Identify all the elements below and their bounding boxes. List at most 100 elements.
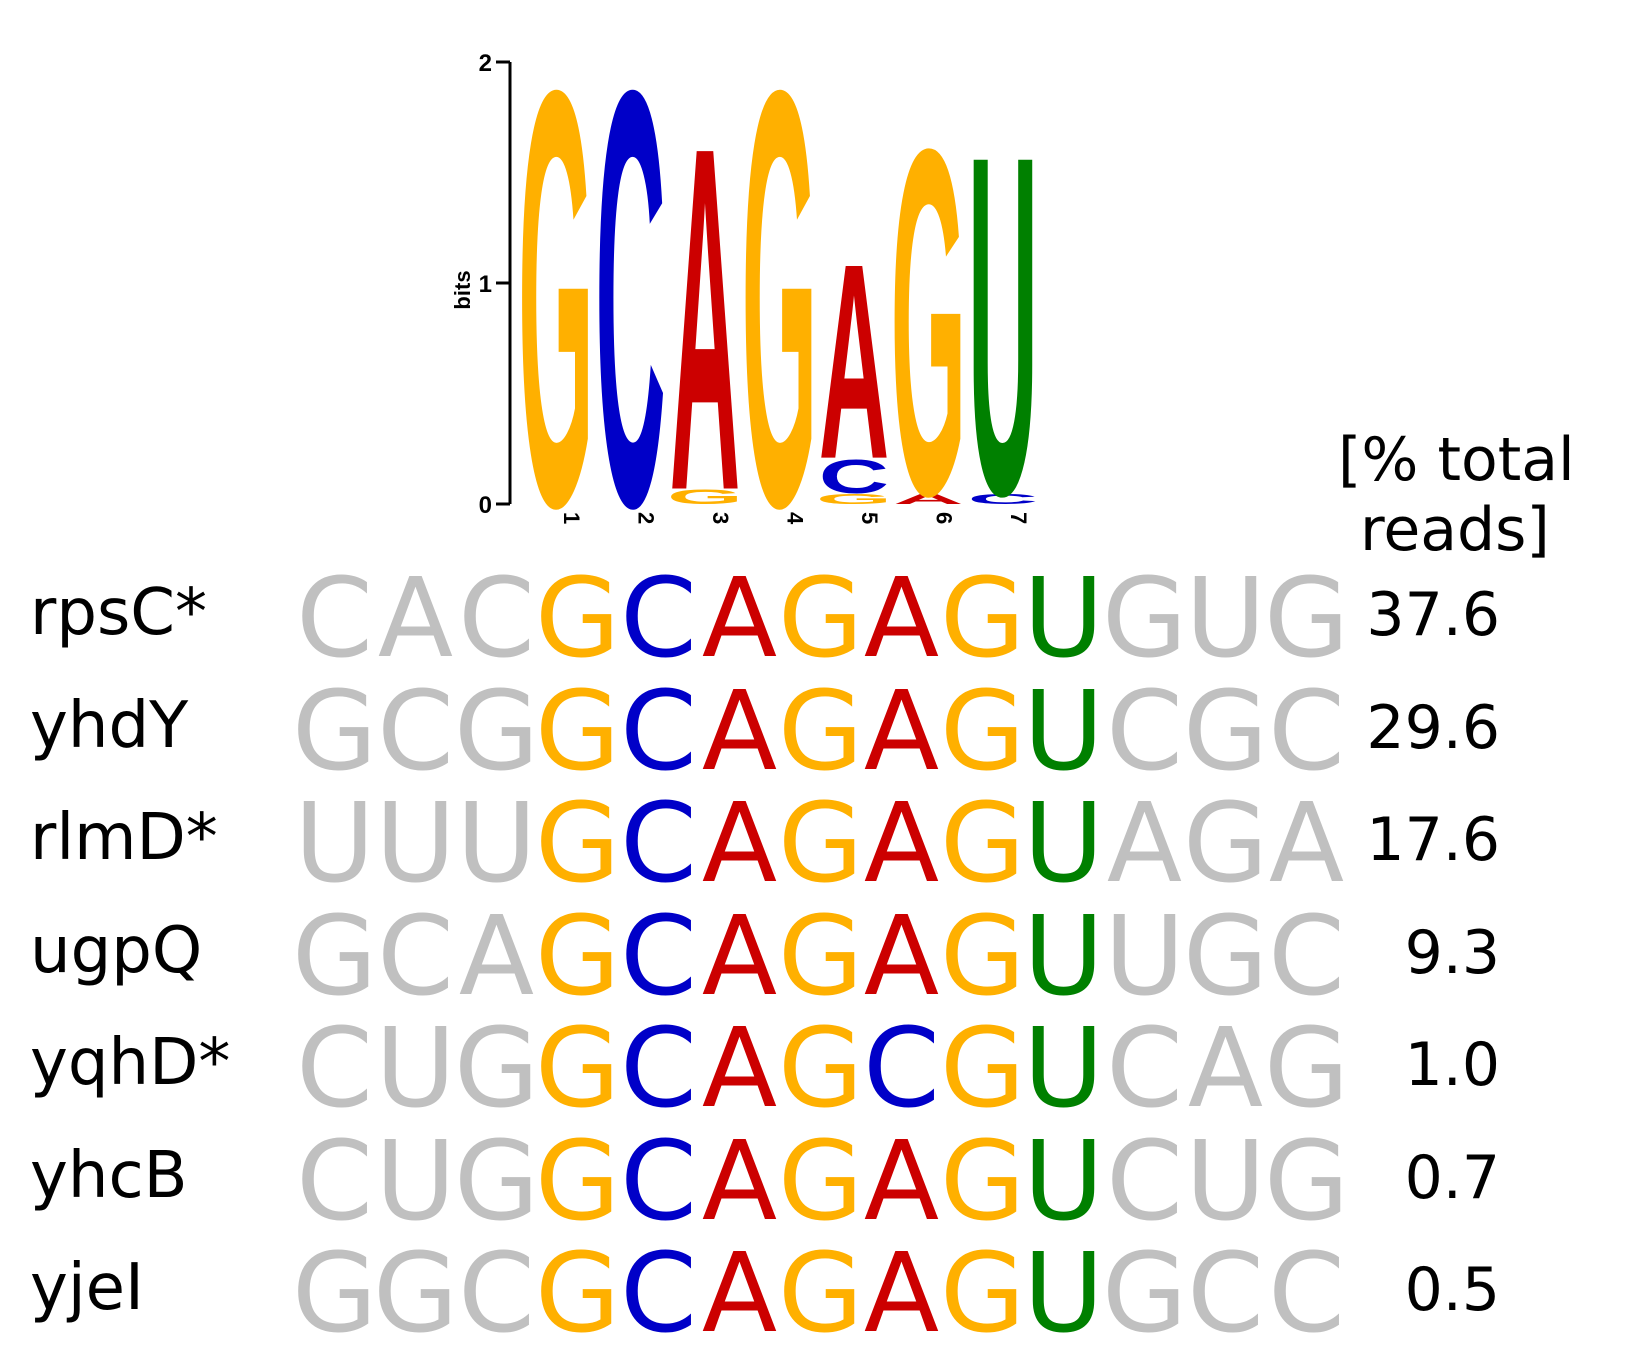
motif-base: U: [1023, 554, 1104, 682]
logo-x-tick-label: 6: [932, 512, 957, 524]
flanking-base: G: [1264, 1116, 1349, 1245]
svg-text:G: G: [891, 48, 967, 540]
alignment-row: ugpQ G C A G C A G A G U U G C 9.3: [0, 900, 1636, 1012]
motif-base: C: [620, 779, 697, 907]
motif-base: A: [701, 1116, 777, 1245]
flanking-base: G: [1102, 1229, 1187, 1357]
flanking-base: C: [1268, 891, 1345, 1020]
motif-base: G: [778, 554, 863, 682]
flanking-base: G: [1183, 779, 1268, 907]
flanking-base: C: [296, 554, 373, 682]
motif-base: C: [620, 1116, 697, 1245]
logo-letter-A: A: [670, 45, 740, 540]
motif-base: G: [778, 1229, 863, 1357]
motif-base: G: [535, 891, 620, 1020]
logo-letter-U: U: [968, 56, 1038, 540]
percent-reads-header: [% total reads]: [1338, 425, 1575, 565]
motif-base: G: [535, 779, 620, 907]
percent-total-reads: 1.0: [1404, 1030, 1500, 1100]
percent-total-reads: 9.3: [1404, 917, 1500, 988]
percent-total-reads: 0.7: [1404, 1142, 1500, 1213]
motif-base: A: [701, 779, 777, 907]
flanking-base: G: [1183, 666, 1268, 795]
svg-text:A: A: [893, 490, 963, 507]
motif-base: G: [778, 666, 863, 795]
flanking-base: U: [294, 779, 375, 907]
motif-base: U: [1023, 1229, 1104, 1357]
flanking-base: C: [1106, 1004, 1183, 1132]
flanking-base: A: [377, 554, 453, 682]
percent-total-reads: 37.6: [1366, 580, 1500, 650]
motif-base: G: [535, 1229, 620, 1357]
logo-letter-C: C: [819, 450, 889, 504]
motif-base: A: [863, 666, 939, 795]
flanking-base: A: [1187, 1004, 1263, 1132]
motif-base: U: [1023, 891, 1104, 1020]
gene-name: yhdY: [30, 688, 189, 763]
logo-x-axis-labels: 1 2 3 4 5 6 7: [559, 512, 1031, 525]
motif-base: C: [863, 1004, 940, 1132]
flanking-base: A: [458, 891, 534, 1020]
motif-base: C: [620, 891, 697, 1020]
alignment-row: rpsC* C A C G C A G A G U G U G 37.6: [0, 562, 1636, 674]
motif-base: A: [701, 1004, 777, 1132]
percent-total-reads: 17.6: [1366, 805, 1500, 875]
flanking-base: C: [1187, 1229, 1264, 1357]
flanking-base: C: [377, 666, 454, 795]
motif-base: G: [940, 1004, 1025, 1132]
motif-base: G: [535, 554, 620, 682]
percent-total-reads: 0.5: [1404, 1255, 1500, 1325]
flanking-base: G: [292, 891, 377, 1020]
gene-name: rpsC*: [30, 576, 207, 650]
logo-y-tick-label: 0: [479, 492, 492, 519]
flanking-base: U: [1185, 1116, 1266, 1245]
motif-base: A: [701, 891, 777, 1020]
motif-base: G: [778, 779, 863, 907]
motif-base: A: [701, 666, 777, 795]
gene-name: rlmD*: [30, 801, 218, 875]
flanking-base: G: [373, 1229, 458, 1357]
flanking-base: G: [292, 1229, 377, 1357]
flanking-base: G: [1183, 891, 1268, 1020]
svg-text:G: G: [816, 490, 892, 507]
flanking-base: U: [375, 779, 456, 907]
logo-letter-G: G: [518, 0, 594, 540]
flanking-base: C: [296, 1004, 373, 1132]
motif-base: C: [620, 1004, 697, 1132]
gene-name: yhcB: [30, 1138, 188, 1213]
motif-base: A: [701, 554, 777, 682]
motif-base: G: [940, 1116, 1025, 1245]
logo-letter-G: G: [816, 490, 892, 507]
motif-base: G: [940, 554, 1025, 682]
motif-base: A: [863, 891, 939, 1020]
logo-y-tick-label: 1: [479, 271, 492, 298]
logo-letter-C: C: [968, 490, 1038, 507]
logo-letter-C: C: [595, 0, 665, 540]
flanking-base: C: [458, 554, 535, 682]
flanking-base: G: [1264, 1004, 1349, 1132]
flanking-base: G: [1102, 554, 1187, 682]
flanking-base: C: [458, 1229, 535, 1357]
logo-x-tick-label: 7: [1006, 512, 1031, 524]
percent-total-reads: 29.6: [1366, 692, 1500, 763]
motif-base: U: [1023, 666, 1104, 795]
motif-base: A: [863, 1229, 939, 1357]
alignment-row: yhcB C U G G C A G A G U C U G 0.7: [0, 1125, 1636, 1237]
motif-base: A: [863, 1116, 939, 1245]
svg-text:C: C: [968, 490, 1038, 507]
motif-base: G: [940, 1229, 1025, 1357]
flanking-base: C: [1106, 666, 1183, 795]
alignment-row: yhdY G C G G C A G A G U C G C 29.6: [0, 675, 1636, 787]
logo-letter-A: A: [819, 207, 889, 518]
motif-base: U: [1023, 779, 1104, 907]
flanking-base: C: [377, 891, 454, 1020]
flanking-base: C: [1268, 1229, 1345, 1357]
logo-x-tick-label: 1: [559, 512, 584, 524]
